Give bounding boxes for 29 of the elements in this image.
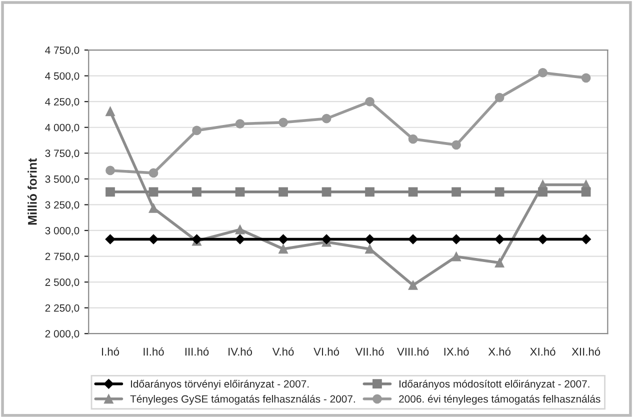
x-tick-label: II.hó [144,347,164,356]
x-tick-label: V.hó [272,347,294,356]
x-tick-label: X.hó [488,347,511,356]
legend-label: Időarányos módosított előirányzat - 2007. [400,380,590,390]
y-tick-label: 2 250,0 [45,304,80,313]
x-tick-label: VIII.hó [397,347,429,356]
x-tick-label: VI.hó [314,347,340,356]
x-tick-label: III.hó [185,347,209,356]
legend-label: Tényleges GySE támogatás felhasználás - 2007. [130,394,355,405]
y-tick-label: 4 500,0 [45,72,80,81]
x-tick-label: XI.hó [530,347,556,356]
x-tick-label: IX.hó [444,347,469,356]
y-tick-label: 2 500,0 [45,278,80,288]
y-tick-label: 2 750,0 [45,252,80,262]
y-tick-label: 3 500,0 [45,175,80,184]
y-tick-label: 3 000,0 [45,226,80,236]
y-tick-label: 4 250,0 [45,98,80,107]
x-tick-label: XII.hó [572,347,600,356]
x-tick-label: I.hó [102,347,120,356]
legend-label: 2006. évi tényleges támogatás felhasználás [399,394,600,405]
y-tick-label: 2 000,0 [45,330,80,339]
y-tick-label: 3 250,0 [45,201,80,210]
y-axis-title: Millió forint [28,158,37,225]
y-tick-label: 3 750,0 [45,150,80,158]
legend-label: Időarányos törvényi előirányzat - 2007. [131,380,309,390]
x-tick-label: VII.hó [355,347,384,356]
y-tick-label: 4 000,0 [45,124,80,132]
y-tick-label: 4 750,0 [45,46,80,56]
x-tick-label: IV.hó [228,347,252,356]
